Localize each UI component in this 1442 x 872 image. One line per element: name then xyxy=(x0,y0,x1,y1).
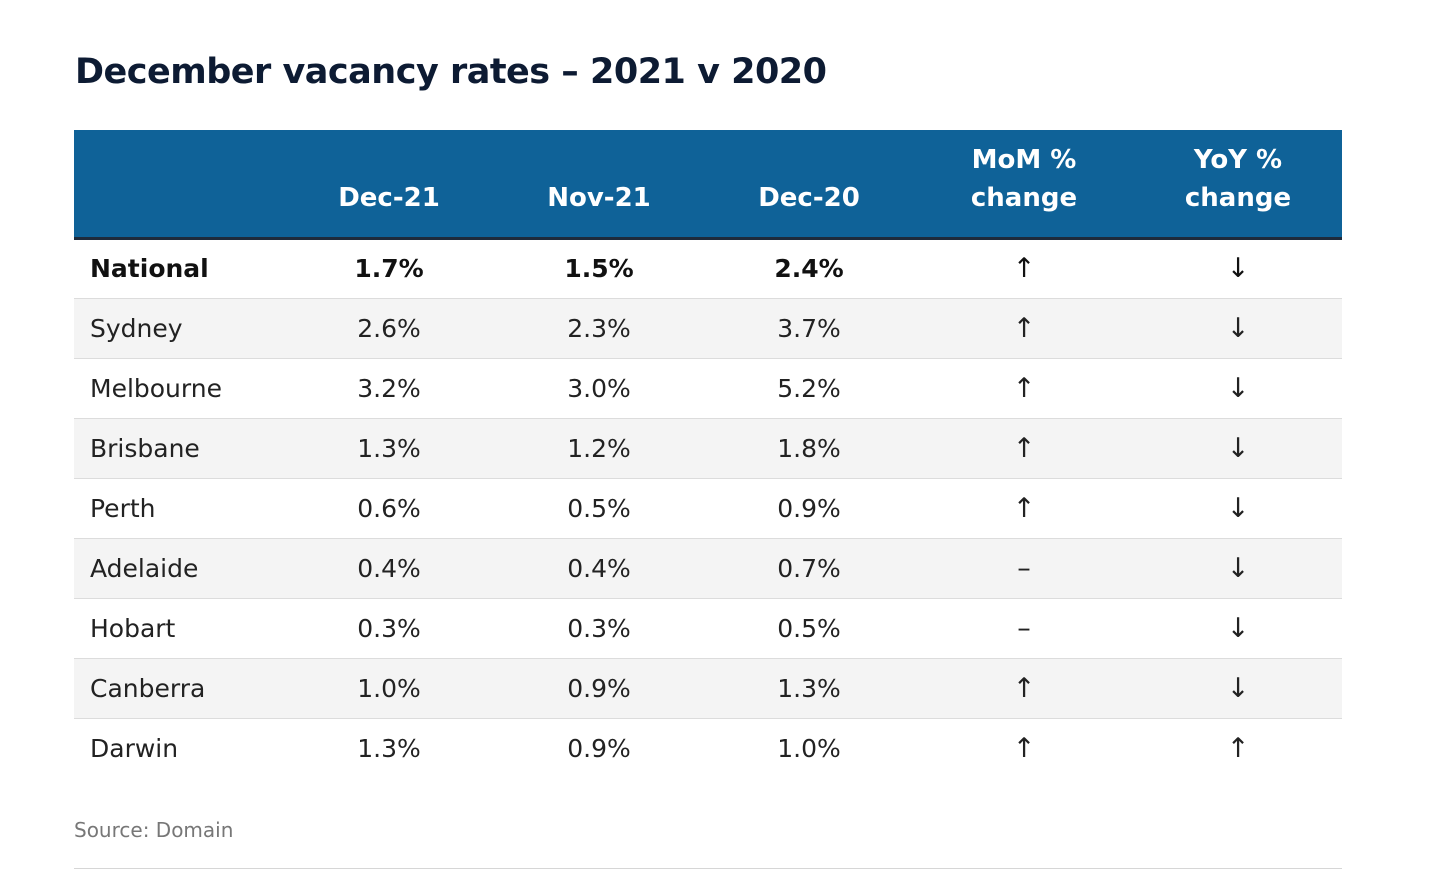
table-row: Melbourne 3.2% 3.0% 5.2% ↑ ↓ xyxy=(74,358,1342,418)
table-row: Sydney 2.6% 2.3% 3.7% ↑ ↓ xyxy=(74,298,1342,358)
mom-change-indicator: – xyxy=(1017,552,1031,584)
region-cell: Sydney xyxy=(90,313,183,343)
mom-change-indicator: ↑ xyxy=(1012,672,1036,704)
yoy-change-indicator: ↓ xyxy=(1226,253,1250,284)
region-cell: Hobart xyxy=(90,613,176,643)
dec-20-value: 0.9% xyxy=(777,493,841,523)
vacancy-table: Dec-21 Nov-21 Dec-20 MoM % change YoY % … xyxy=(74,130,1342,778)
nov-21-value: 0.4% xyxy=(567,553,631,583)
header-yoy-change: YoY % change xyxy=(1134,130,1342,240)
yoy-change-indicator: ↓ xyxy=(1226,672,1250,704)
mom-change-indicator: – xyxy=(1017,612,1031,644)
mom-change-indicator: ↑ xyxy=(1012,253,1036,284)
table-row: Adelaide 0.4% 0.4% 0.7% – ↓ xyxy=(74,538,1342,598)
table-header-row: Dec-21 Nov-21 Dec-20 MoM % change YoY % … xyxy=(74,130,1342,240)
dec-21-value: 3.2% xyxy=(357,373,421,403)
yoy-change-indicator: ↓ xyxy=(1226,492,1250,524)
mom-change-indicator: ↑ xyxy=(1012,732,1036,764)
dec-21-value: 2.6% xyxy=(357,313,421,343)
region-cell: Perth xyxy=(90,493,156,523)
mom-change-indicator: ↑ xyxy=(1012,492,1036,524)
region-cell: Brisbane xyxy=(90,433,200,463)
header-dec-21: Dec-21 xyxy=(284,130,494,240)
dec-21-value: 0.3% xyxy=(357,613,421,643)
header-mom-change: MoM % change xyxy=(914,130,1134,240)
nov-21-value: 1.5% xyxy=(564,254,634,283)
yoy-change-indicator: ↓ xyxy=(1226,552,1250,584)
region-cell: Canberra xyxy=(90,673,206,703)
dec-20-value: 1.0% xyxy=(777,733,841,763)
table-row: Darwin 1.3% 0.9% 1.0% ↑ ↑ xyxy=(74,718,1342,778)
dec-21-value: 1.7% xyxy=(354,254,424,283)
dec-21-value: 0.6% xyxy=(357,493,421,523)
dec-20-value: 5.2% xyxy=(777,373,841,403)
yoy-change-indicator: ↑ xyxy=(1226,732,1250,764)
header-region xyxy=(74,130,284,240)
mom-change-indicator: ↑ xyxy=(1012,372,1036,404)
nov-21-value: 0.3% xyxy=(567,613,631,643)
dec-21-value: 1.0% xyxy=(357,673,421,703)
table-row: Perth 0.6% 0.5% 0.9% ↑ ↓ xyxy=(74,478,1342,538)
nov-21-value: 0.5% xyxy=(567,493,631,523)
table-row: Canberra 1.0% 0.9% 1.3% ↑ ↓ xyxy=(74,658,1342,718)
table-row: Brisbane 1.3% 1.2% 1.8% ↑ ↓ xyxy=(74,418,1342,478)
header-nov-21: Nov-21 xyxy=(494,130,704,240)
dec-20-value: 0.7% xyxy=(777,553,841,583)
vacancy-table-container: Dec-21 Nov-21 Dec-20 MoM % change YoY % … xyxy=(74,130,1342,778)
yoy-change-indicator: ↓ xyxy=(1226,312,1250,344)
nov-21-value: 0.9% xyxy=(567,733,631,763)
region-cell: Melbourne xyxy=(90,373,222,403)
mom-change-indicator: ↑ xyxy=(1012,312,1036,344)
mom-change-indicator: ↑ xyxy=(1012,432,1036,464)
dec-21-value: 0.4% xyxy=(357,553,421,583)
header-dec-20: Dec-20 xyxy=(704,130,914,240)
chart-title: December vacancy rates – 2021 v 2020 xyxy=(75,52,827,92)
region-cell: National xyxy=(90,254,209,283)
dec-20-value: 3.7% xyxy=(777,313,841,343)
yoy-change-indicator: ↓ xyxy=(1226,372,1250,404)
region-cell: Adelaide xyxy=(90,553,199,583)
region-cell: Darwin xyxy=(90,733,179,763)
table-body: National 1.7% 1.5% 2.4% ↑ ↓ Sydney 2.6% 2.3% 3.7%… xyxy=(74,238,1342,778)
nov-21-value: 2.3% xyxy=(567,313,631,343)
dec-20-value: 2.4% xyxy=(774,254,844,283)
dec-20-value: 0.5% xyxy=(777,613,841,643)
bottom-divider xyxy=(74,868,1342,869)
yoy-change-indicator: ↓ xyxy=(1226,432,1250,464)
nov-21-value: 0.9% xyxy=(567,673,631,703)
dec-20-value: 1.8% xyxy=(777,433,841,463)
table-row: Hobart 0.3% 0.3% 0.5% – ↓ xyxy=(74,598,1342,658)
dec-20-value: 1.3% xyxy=(777,673,841,703)
nov-21-value: 1.2% xyxy=(567,433,631,463)
table-header: Dec-21 Nov-21 Dec-20 MoM % change YoY % … xyxy=(74,130,1342,240)
table-row: National 1.7% 1.5% 2.4% ↑ ↓ xyxy=(74,238,1342,298)
dec-21-value: 1.3% xyxy=(357,433,421,463)
nov-21-value: 3.0% xyxy=(567,373,631,403)
yoy-change-indicator: ↓ xyxy=(1226,612,1250,644)
source-note: Source: Domain xyxy=(74,818,234,842)
dec-21-value: 1.3% xyxy=(357,733,421,763)
